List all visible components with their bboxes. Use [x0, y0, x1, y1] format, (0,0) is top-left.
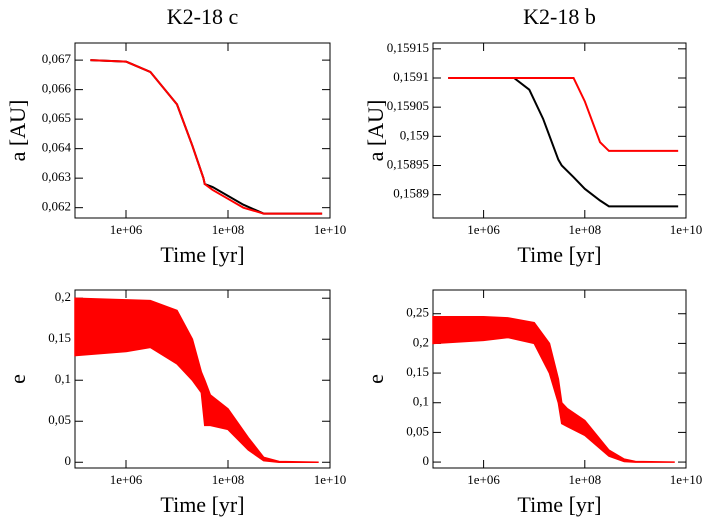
x-tick-label: 1e+10: [670, 222, 703, 237]
y-tick-label: 0,2: [55, 289, 71, 304]
y-tick-label: 0,2: [413, 334, 429, 349]
line: [448, 77, 679, 208]
y-axis-label: a [AU]: [5, 100, 30, 162]
y-tick-label: 0: [423, 453, 430, 468]
plot-frame: [432, 42, 687, 219]
line: [90, 59, 323, 215]
oscillation-band: [432, 315, 675, 463]
x-tick-label: 1e+08: [212, 472, 245, 487]
x-tick-label: 1e+06: [467, 222, 500, 237]
x-tick-label: 1e+08: [212, 222, 245, 237]
x-tick-label: 1e+10: [314, 472, 347, 487]
line: [90, 59, 323, 215]
y-axis-label: e: [5, 374, 30, 384]
chart-title: K2-18 c: [167, 4, 239, 29]
x-axis-label: Time [yr]: [517, 242, 601, 267]
y-tick-label: 0,15895: [387, 156, 429, 171]
y-tick-label: 0,063: [42, 169, 71, 184]
x-axis-label: Time [yr]: [160, 492, 244, 517]
line: [448, 77, 679, 152]
y-tick-label: 0,15: [406, 364, 429, 379]
x-tick-label: 1e+06: [110, 472, 143, 487]
y-tick-label: 0: [65, 453, 72, 468]
y-tick-label: 0,062: [42, 199, 71, 214]
y-tick-label: 0,065: [42, 110, 71, 125]
x-tick-label: 1e+10: [670, 472, 703, 487]
y-tick-label: 0,15915: [387, 40, 429, 55]
plot-frame: [74, 42, 331, 219]
x-axis-label: Time [yr]: [160, 242, 244, 267]
y-tick-label: 0,159: [400, 127, 429, 142]
y-tick-label: 0,25: [406, 305, 429, 320]
x-tick-label: 1e+06: [110, 222, 143, 237]
y-tick-label: 0,15: [48, 330, 71, 345]
x-tick-label: 1e+06: [467, 472, 500, 487]
y-tick-label: 0,1: [55, 371, 71, 386]
chart-title: K2-18 b: [523, 4, 596, 29]
x-tick-label: 1e+10: [314, 222, 347, 237]
y-tick-label: 0,1589: [393, 186, 429, 201]
y-tick-label: 0,15905: [387, 98, 429, 113]
x-tick-label: 1e+08: [568, 222, 601, 237]
plot-frame: [74, 289, 331, 469]
y-tick-label: 0,067: [42, 51, 72, 66]
y-axis-label: e: [363, 374, 388, 384]
y-tick-label: 0,1: [413, 394, 429, 409]
y-tick-label: 0,05: [406, 423, 429, 438]
x-tick-label: 1e+08: [568, 472, 601, 487]
y-tick-label: 0,064: [42, 140, 72, 155]
y-tick-label: 0,1591: [393, 69, 429, 84]
y-tick-label: 0,066: [42, 81, 72, 96]
plot-frame: [432, 289, 687, 469]
oscillation-band: [74, 297, 319, 464]
x-axis-label: Time [yr]: [517, 492, 601, 517]
y-tick-label: 0,05: [48, 412, 71, 427]
y-axis-label: a [AU]: [363, 100, 388, 162]
